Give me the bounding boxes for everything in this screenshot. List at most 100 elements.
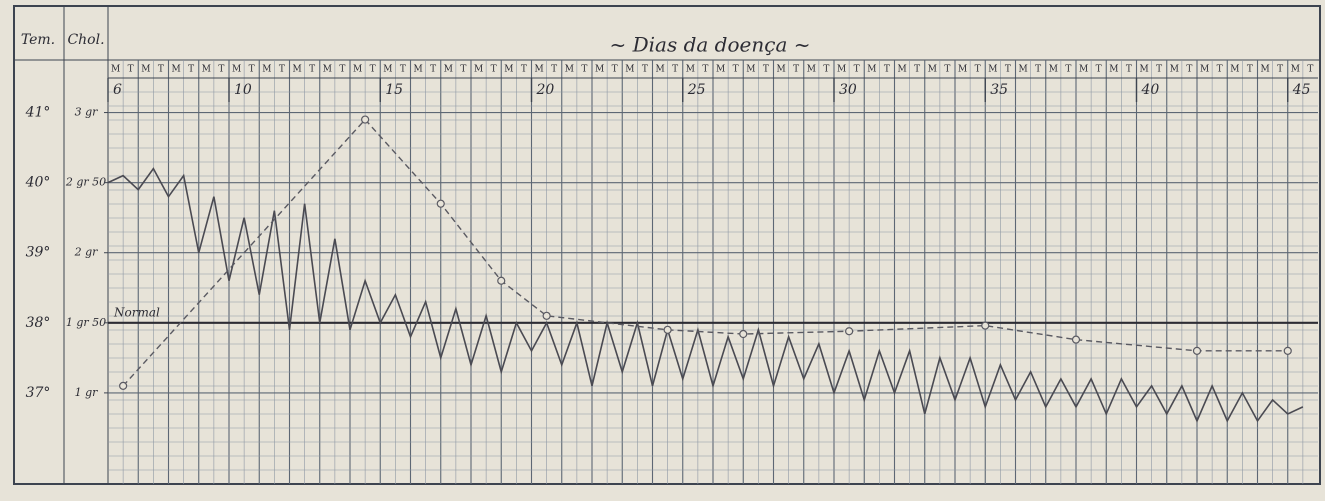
- column-label: M: [504, 65, 513, 75]
- column-label: T: [642, 65, 648, 75]
- column-label: M: [383, 65, 392, 75]
- column-label: M: [202, 65, 211, 75]
- x-tick-label: 6: [113, 82, 122, 98]
- column-label: M: [232, 65, 241, 75]
- column-label: T: [944, 65, 950, 75]
- column-label: M: [686, 65, 695, 75]
- series-point: [1073, 336, 1080, 343]
- column-label: T: [1156, 65, 1162, 75]
- column-label: T: [884, 65, 890, 75]
- page: Tem. Chol. ~ Dias da doença ~ MTMTMTMTMT…: [0, 0, 1325, 501]
- column-label: T: [551, 65, 557, 75]
- series-point: [846, 328, 853, 335]
- column-label: M: [655, 65, 664, 75]
- series-point: [543, 312, 550, 319]
- column-label: T: [309, 65, 315, 75]
- x-tick-label: 25: [687, 82, 706, 98]
- series-point: [362, 116, 369, 123]
- x-tick-label: 40: [1141, 82, 1160, 98]
- x-tick-label: 10: [234, 82, 252, 98]
- y2-tick-label: 1 gr 50: [66, 316, 106, 329]
- column-label: M: [413, 65, 422, 75]
- column-label: T: [854, 65, 860, 75]
- x-tick-label: 30: [839, 82, 857, 98]
- y-tick-label: 41°: [25, 105, 51, 121]
- column-label: M: [141, 65, 150, 75]
- column-label: M: [988, 65, 997, 75]
- series-point: [664, 326, 671, 333]
- y-tick-label: 40°: [25, 175, 51, 191]
- series-point: [1194, 347, 1201, 354]
- y-tick-label: 38°: [26, 315, 51, 331]
- column-label: M: [565, 65, 574, 75]
- column-label: T: [1247, 65, 1253, 75]
- column-label: T: [581, 65, 587, 75]
- chart: Tem. Chol. ~ Dias da doença ~ MTMTMTMTMT…: [0, 0, 1325, 501]
- column-label: T: [1096, 65, 1102, 75]
- column-label: M: [292, 65, 301, 75]
- column-label: T: [702, 65, 708, 75]
- column-label: T: [279, 65, 285, 75]
- column-label: M: [1139, 65, 1148, 75]
- column-label: T: [128, 65, 134, 75]
- column-label: T: [188, 65, 194, 75]
- column-label: M: [746, 65, 755, 75]
- column-label: T: [370, 65, 376, 75]
- x-tick-label: 20: [536, 82, 555, 98]
- column-label: T: [975, 65, 981, 75]
- column-label: T: [672, 65, 678, 75]
- y-axis-label: Tem.: [21, 32, 55, 48]
- column-label: T: [823, 65, 829, 75]
- column-label: M: [534, 65, 543, 75]
- column-label: M: [1230, 65, 1239, 75]
- column-label: M: [262, 65, 271, 75]
- column-label: T: [491, 65, 497, 75]
- column-label: T: [1217, 65, 1223, 75]
- column-label: M: [1079, 65, 1088, 75]
- column-label: M: [1260, 65, 1269, 75]
- column-label: T: [1005, 65, 1011, 75]
- column-label: M: [716, 65, 725, 75]
- column-label: T: [1186, 65, 1192, 75]
- y-tick-label: 37°: [26, 385, 51, 401]
- column-label: T: [763, 65, 769, 75]
- column-label: M: [1109, 65, 1118, 75]
- column-label: M: [958, 65, 967, 75]
- y2-tick-label: 2 gr: [74, 246, 99, 259]
- x-tick-label: 45: [1292, 82, 1311, 98]
- column-label: T: [1065, 65, 1071, 75]
- x-tick-label: 15: [385, 82, 403, 98]
- column-label: T: [339, 65, 345, 75]
- series-point: [498, 277, 505, 284]
- column-label: T: [1307, 65, 1313, 75]
- column-label: M: [595, 65, 604, 75]
- column-label: T: [612, 65, 618, 75]
- column-label: M: [867, 65, 876, 75]
- column-label: M: [1049, 65, 1058, 75]
- normal-label: Normal: [113, 305, 160, 319]
- column-label: M: [111, 65, 120, 75]
- column-label: T: [733, 65, 739, 75]
- x-tick-label: 35: [990, 82, 1008, 98]
- column-label: M: [837, 65, 846, 75]
- column-label: M: [897, 65, 906, 75]
- column-label: T: [158, 65, 164, 75]
- column-label: T: [400, 65, 406, 75]
- column-label: T: [430, 65, 436, 75]
- column-label: M: [171, 65, 180, 75]
- column-label: T: [521, 65, 527, 75]
- series-point: [740, 331, 747, 338]
- y2-tick-label: 2 gr 50: [65, 176, 106, 189]
- column-label: M: [1170, 65, 1179, 75]
- series-point: [120, 382, 127, 389]
- column-label: T: [218, 65, 224, 75]
- chart-title: ~ Dias da doença ~: [610, 33, 811, 57]
- column-label: T: [1126, 65, 1132, 75]
- column-label: M: [1018, 65, 1027, 75]
- column-label: M: [776, 65, 785, 75]
- y-tick-label: 39°: [26, 245, 51, 261]
- column-label: T: [460, 65, 466, 75]
- series-point: [982, 322, 989, 329]
- column-label: M: [807, 65, 816, 75]
- column-label: T: [914, 65, 920, 75]
